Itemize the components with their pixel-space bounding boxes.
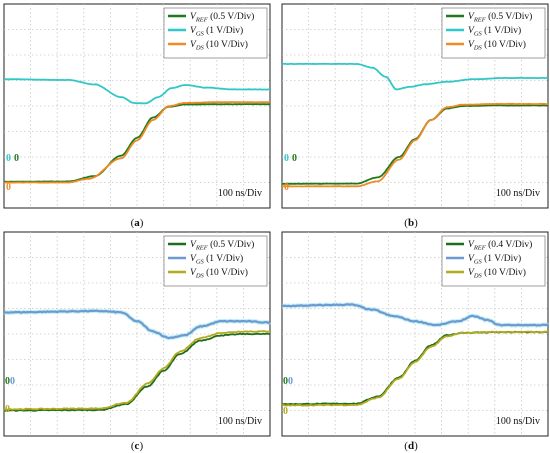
time-scale-label: 100 ns/Div: [218, 416, 262, 427]
trace-ds: [281, 102, 549, 188]
ground-marker: 0: [284, 182, 289, 193]
ground-marker: 0: [5, 404, 10, 415]
ground-marker: 0: [284, 153, 289, 164]
trace-gs: [3, 309, 271, 340]
ground-marker: 0: [283, 406, 288, 417]
time-scale-label: 100 ns/Div: [496, 416, 540, 427]
ground-marker: 0: [6, 153, 11, 164]
ground-marker: 0: [283, 376, 288, 387]
legend-entry: VGS (1 V/Div): [468, 25, 521, 38]
ground-marker: 0: [5, 376, 10, 387]
trace-ref: [282, 104, 549, 185]
trace-ds: [3, 330, 270, 411]
legend-entry: VDS (10 V/Div): [190, 267, 248, 280]
ground-marker: 0: [6, 182, 11, 193]
legend-entry: VGS (1 V/Div): [190, 253, 243, 266]
time-scale-label: 100 ns/Div: [496, 188, 540, 199]
legend-entry: VREF (0.5 V/Div): [190, 239, 254, 252]
legend-entry: VGS (1 V/Div): [190, 25, 243, 38]
panel-label: (d): [404, 440, 418, 452]
legend-entry: VDS (10 V/Div): [190, 39, 248, 52]
panel-label: (c): [131, 440, 144, 452]
panel-label: (b): [404, 217, 418, 229]
panel-label: (a): [131, 217, 144, 229]
legend-entry: VDS (10 V/Div): [468, 267, 526, 280]
trace-gs: [281, 62, 549, 91]
legend-entry: VGS (1 V/Div): [468, 253, 521, 266]
trace-ds: [281, 330, 549, 407]
trace-gs: [282, 303, 549, 327]
ground-marker: 0: [14, 153, 19, 164]
trace-gs: [3, 78, 271, 105]
trace-ref: [3, 332, 271, 412]
ground-marker: 0: [288, 376, 293, 387]
trace-ds: [4, 101, 271, 184]
legend-entry: VREF (0.5 V/Div): [190, 11, 254, 24]
time-scale-label: 100 ns/Div: [218, 188, 262, 199]
legend-entry: VREF (0.4 V/Div): [468, 239, 532, 252]
ground-marker: 0: [292, 153, 297, 164]
legend-entry: VREF (0.5 V/Div): [468, 11, 532, 24]
trace-ref: [3, 103, 271, 183]
legend-entry: VDS (10 V/Div): [468, 39, 526, 52]
ground-marker: 0: [10, 376, 15, 387]
